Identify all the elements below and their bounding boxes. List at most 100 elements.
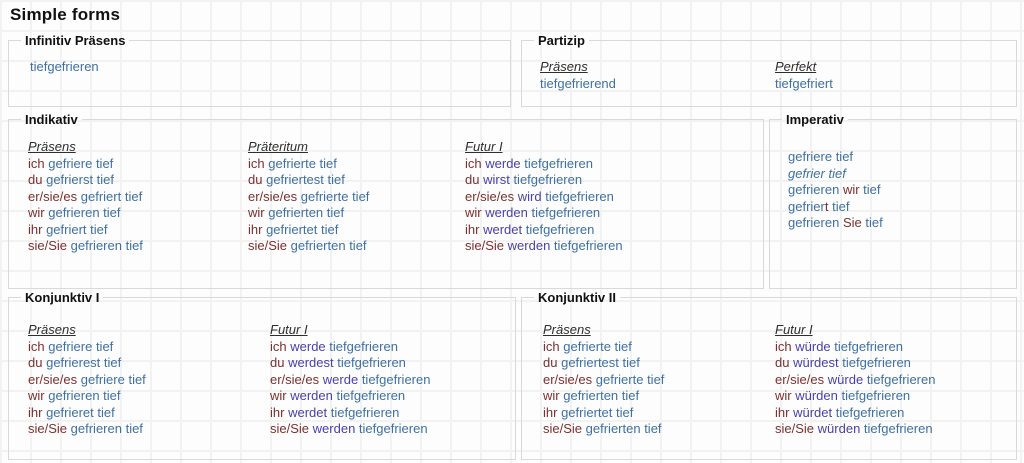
pronoun: du [28, 172, 43, 187]
verb-form: gefrierten tief [290, 238, 367, 253]
auxiliary-verb: würden [795, 388, 838, 403]
pronoun: ihr [28, 221, 43, 237]
verb-form: tiefgefrieren [337, 355, 406, 370]
partizip-perfekt-column: Perfekt tiefgefriert [775, 59, 833, 92]
verb-form: tiefgefrieren [329, 338, 398, 354]
pronoun: du [270, 355, 285, 370]
conjugation-row: ihr gefriert tief [28, 222, 143, 239]
conjugation-row: sie/Sie würden tiefgefrieren [775, 421, 935, 438]
konjunktiv2-praesens-column: Präsens ich gefrierte tief du gefriertest… [543, 322, 664, 438]
pronoun: ich [465, 155, 482, 171]
verb-form: gefrierte tief [563, 338, 632, 354]
pronoun: ihr [270, 404, 285, 420]
pronoun: ihr [28, 404, 43, 420]
conjugation-row: sie/Sie gefrierten tief [248, 238, 369, 255]
tense-header: Präteritum [248, 139, 308, 154]
auxiliary-verb: würde [795, 338, 831, 354]
auxiliary-verb: werde [485, 155, 521, 171]
conjugation-row: er/sie/es würde tiefgefrieren [775, 372, 935, 389]
konjunktiv1-legend: Konjunktiv I [25, 290, 100, 305]
pronoun: wir [543, 388, 560, 403]
verb-form: gefrierten tief [268, 205, 345, 220]
conjugation-row: wir würden tiefgefrieren [775, 388, 935, 405]
pronoun: wir [842, 182, 860, 197]
tense-header: Präsens [540, 59, 588, 74]
verb-form: gefriere tief [788, 149, 854, 164]
pronoun: ihr [248, 221, 263, 237]
verb-form: gefriere tief [48, 155, 114, 171]
participle-form: tiefgefriert [775, 75, 833, 91]
pronoun: wir [28, 205, 45, 220]
pronoun: er/sie/es [465, 188, 515, 204]
verb-form: gefrier tief [788, 165, 846, 181]
conjugation-row: wir gefrierten tief [543, 388, 664, 405]
conjugation-row: wir gefrieren tief [28, 388, 146, 405]
pronoun: wir [270, 388, 287, 403]
conjugation-row: gefriere tief [788, 149, 883, 166]
conjugation-row: ihr gefriertet tief [543, 405, 664, 422]
verb-form: gefrierten tief [585, 421, 662, 436]
partizip-praesens-column: Präsens tiefgefrierend [540, 59, 616, 92]
pronoun: sie/Sie [465, 238, 505, 253]
pronoun: er/sie/es [543, 371, 593, 387]
infinitiv-praesens-legend: Infinitiv Präsens [25, 33, 126, 48]
pronoun: du [248, 172, 263, 187]
pronoun: wir [248, 205, 265, 220]
conjugation-row: ich gefrierte tief [543, 339, 664, 356]
konjunktiv2-box: Konjunktiv II Präsens ich gefrierte tief… [521, 290, 1017, 460]
konjunktiv2-legend: Konjunktiv II [538, 290, 616, 305]
auxiliary-verb: würdest [793, 355, 839, 370]
conjugation-row: ihr gefriertet tief [248, 222, 369, 239]
indikativ-futur1-column: Futur I ich werde tiefgefrieren du wirst … [465, 139, 623, 255]
conjugation-row: er/sie/es werde tiefgefrieren [270, 372, 430, 389]
verb-form: gefriere tief [80, 371, 146, 387]
auxiliary-verb: werde [322, 371, 359, 387]
pronoun: sie/Sie [543, 421, 583, 436]
auxiliary-verb: wird [517, 188, 542, 204]
partizip-box: Partizip Präsens tiefgefrierend Perfekt … [521, 33, 1017, 107]
pronoun: du [775, 355, 790, 370]
verb-form: tiefgefrieren [834, 338, 903, 354]
verb-form: gefriere tief [48, 338, 114, 354]
conjugation-row: wir gefrierten tief [248, 205, 369, 222]
tense-header: Perfekt [775, 59, 817, 74]
infinitive-form: tiefgefrieren [30, 59, 99, 74]
pronoun: Sie [842, 215, 862, 230]
pronoun: wir [465, 205, 482, 220]
verb-form: gefrieret tief [46, 404, 115, 420]
indikativ-box: Indikativ Präsens ich gefriere tief du ge… [8, 112, 764, 289]
conjugation-row: ich gefrierte tief [248, 156, 369, 173]
auxiliary-verb: werden [312, 421, 356, 436]
verb-form: tiefgefrieren [336, 388, 406, 403]
pronoun: er/sie/es [248, 188, 298, 204]
verb-form: gefrierst tief [46, 172, 115, 187]
verb-form: gefrieren tief [70, 421, 143, 436]
konjunktiv1-futur1-column: Futur I ich werde tiefgefrieren du werdes… [270, 322, 430, 438]
verb-form: gefrieren tief [48, 205, 121, 220]
conjugation-row: er/sie/es gefriert tief [28, 189, 143, 206]
pronoun: wir [28, 388, 45, 403]
tense-header: Futur I [465, 139, 503, 154]
verb-form: tiefgefrieren [531, 205, 601, 220]
conjugation-row: sie/Sie gefrieren tief [28, 421, 146, 438]
verb-form: tiefgefrieren [545, 188, 614, 204]
conjugation-row: gefrieren Sie tief [788, 215, 883, 232]
infinitiv-praesens-box: Infinitiv Präsens tiefgefrieren [8, 33, 511, 107]
conjugation-row: du gefrierest tief [28, 355, 146, 372]
verb-form: tiefgefrieren [361, 371, 431, 387]
pronoun: er/sie/es [28, 188, 78, 204]
pronoun: sie/Sie [28, 238, 68, 253]
conjugation-row: ich gefriere tief [28, 339, 146, 356]
auxiliary-verb: werden [290, 388, 333, 403]
conjugation-row: du gefriertest tief [248, 172, 369, 189]
indikativ-praesens-column: Präsens ich gefriere tief du gefrierst ti… [28, 139, 143, 255]
auxiliary-verb: würden [817, 421, 861, 436]
pronoun: wir [775, 388, 792, 403]
auxiliary-verb: wirst [483, 172, 510, 187]
indikativ-legend: Indikativ [25, 112, 78, 127]
pronoun: du [465, 172, 480, 187]
verb-form: gefrierte tief [268, 155, 337, 171]
conjugation-row: ihr gefrieret tief [28, 405, 146, 422]
conjugation-row: ihr werdet tiefgefrieren [270, 405, 430, 422]
